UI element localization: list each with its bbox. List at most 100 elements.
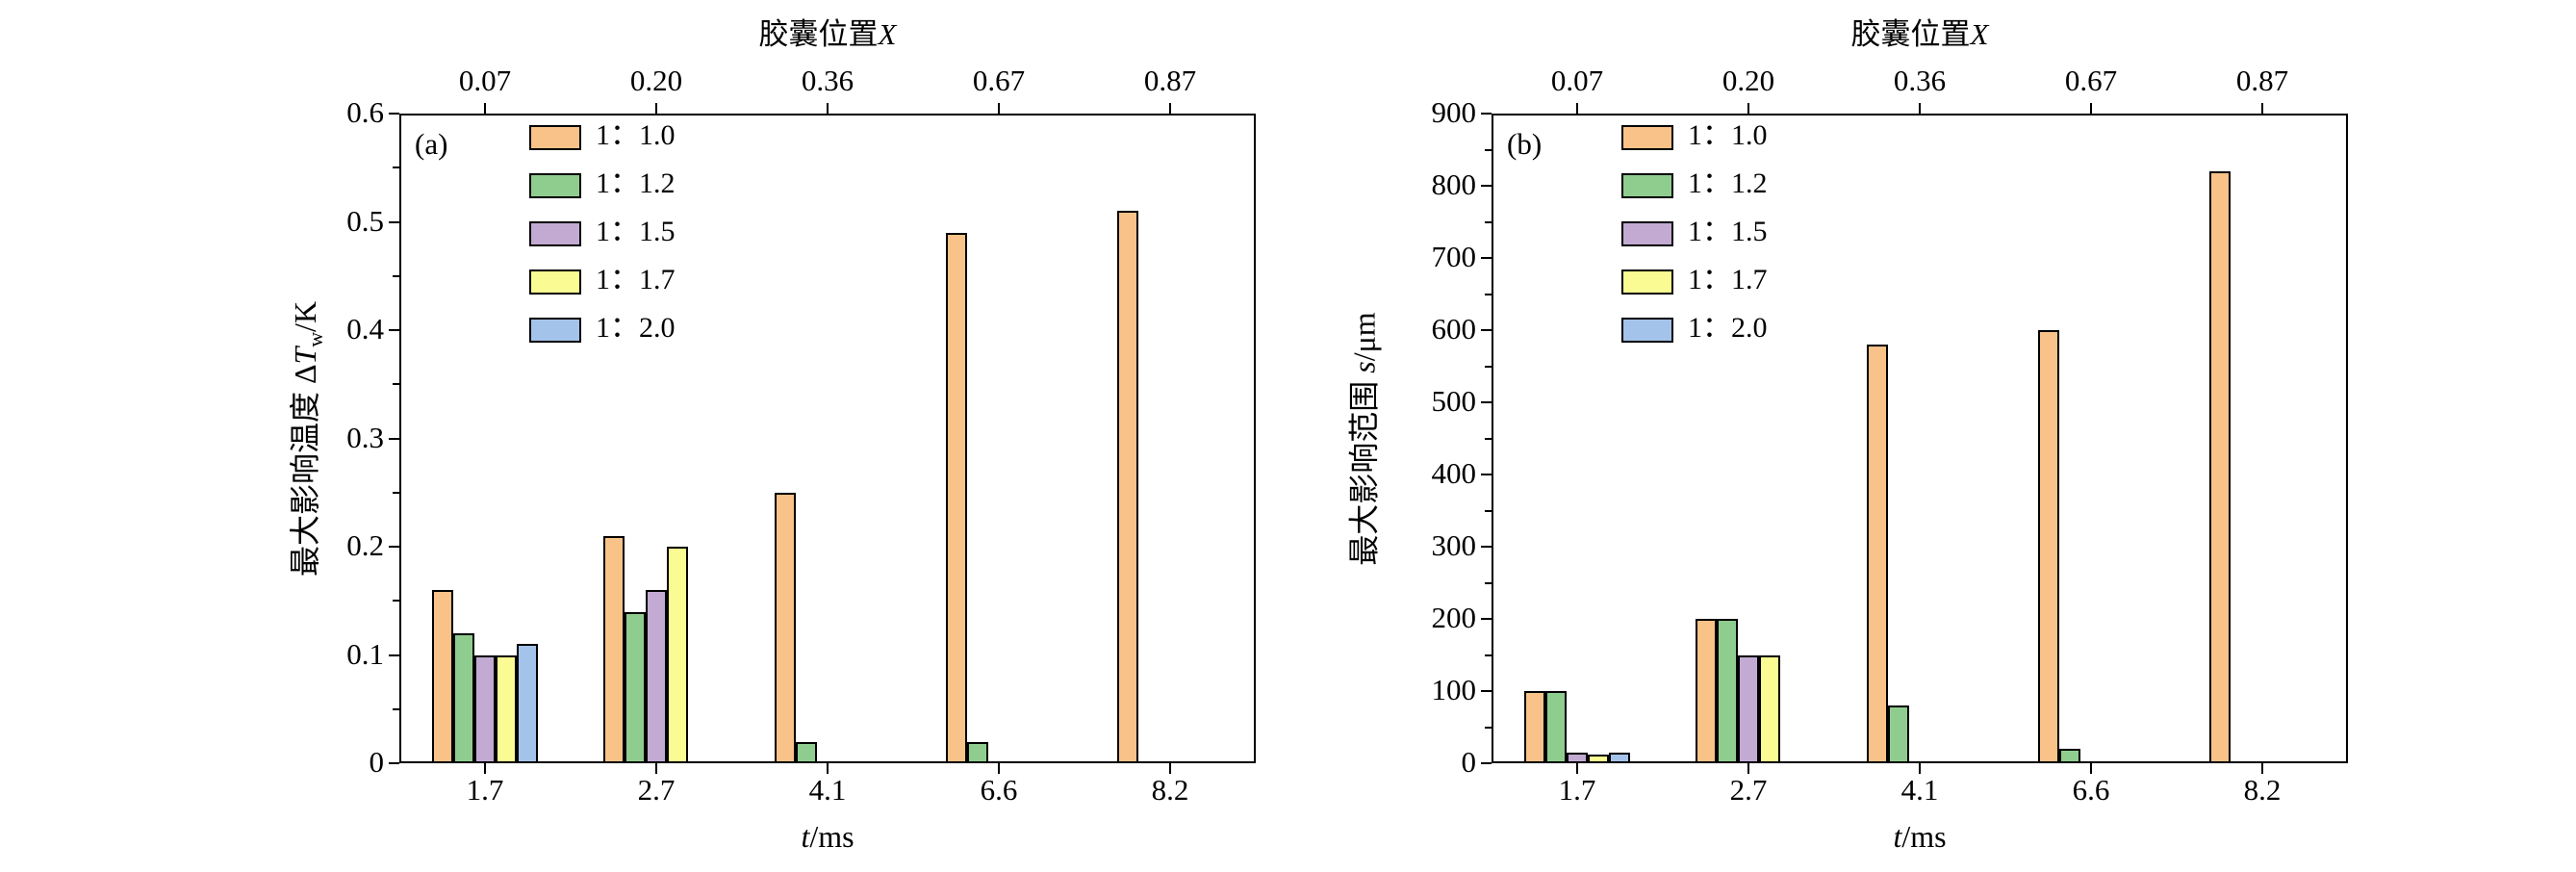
x-axis-tick-label: 6.6 xyxy=(980,773,1018,807)
x-axis-tick-label: 6.6 xyxy=(2072,773,2110,807)
x-axis-major-tick xyxy=(1747,763,1749,774)
x-axis-tick-label: 2.7 xyxy=(1729,773,1768,807)
y-axis-minor-tick xyxy=(1485,437,1492,440)
legend-swatch xyxy=(529,318,581,343)
legend-swatch xyxy=(1621,173,1673,198)
legend-swatch xyxy=(1621,221,1673,246)
x-axis-tick-label: 8.2 xyxy=(1151,773,1189,807)
legend-label: 1：2.0 xyxy=(1688,312,1768,344)
y-axis-major-tick xyxy=(1481,546,1492,548)
plot-area xyxy=(1492,114,2348,763)
bar xyxy=(1567,752,1588,763)
bar xyxy=(1545,691,1567,763)
bar xyxy=(2209,171,2231,763)
bar xyxy=(432,590,453,763)
y-axis-minor-tick xyxy=(1485,293,1492,295)
x-axis-major-tick xyxy=(1576,763,1578,774)
top-axis-major-tick xyxy=(1747,103,1749,114)
panel-label: (b) xyxy=(1507,127,1543,161)
x-axis-tick-label: 1.7 xyxy=(1558,773,1596,807)
bar xyxy=(1696,619,1717,763)
bar xyxy=(1867,345,1888,763)
y-axis-tick-label: 0.4 xyxy=(346,312,384,346)
y-axis-title: 最大影响范围 s/μm xyxy=(1346,311,1382,566)
y-axis-minor-tick xyxy=(393,167,399,169)
legend-swatch xyxy=(529,173,581,198)
y-axis-tick-label: 0.2 xyxy=(346,528,384,562)
bar xyxy=(1609,752,1630,763)
x-axis-tick-label: 8.2 xyxy=(2243,773,2282,807)
y-axis-major-tick xyxy=(1481,618,1492,620)
y-axis-major-tick xyxy=(1481,329,1492,331)
y-axis-major-tick xyxy=(389,113,399,115)
y-axis-tick-label: 0.6 xyxy=(346,95,384,129)
plot-area xyxy=(399,114,1256,763)
y-axis-major-tick xyxy=(1481,185,1492,187)
bar xyxy=(796,741,817,763)
bar xyxy=(1888,705,1909,763)
bar xyxy=(1524,691,1545,763)
legend-label: 1：1.7 xyxy=(1688,264,1768,295)
x-axis-major-tick xyxy=(655,763,657,774)
legend-swatch xyxy=(529,125,581,150)
y-axis-major-tick xyxy=(1481,762,1492,764)
y-axis-minor-tick xyxy=(393,491,399,494)
x-axis-title: t/ms xyxy=(801,819,854,854)
legend-label: 1：1.2 xyxy=(596,167,676,199)
y-axis-tick-label: 200 xyxy=(1431,601,1477,634)
y-axis-major-tick xyxy=(389,654,399,656)
legend-label: 1：1.0 xyxy=(1688,119,1768,151)
y-axis-major-tick xyxy=(389,329,399,331)
bar xyxy=(496,654,517,763)
y-axis-minor-tick xyxy=(393,707,399,710)
y-axis-minor-tick xyxy=(1485,654,1492,656)
y-axis-minor-tick xyxy=(1485,148,1492,151)
y-axis-tick-label: 100 xyxy=(1431,673,1477,706)
bar xyxy=(667,547,688,763)
top-axis-tick-label: 0.20 xyxy=(629,64,683,97)
top-axis-major-tick xyxy=(998,103,1000,114)
legend-label: 1：1.5 xyxy=(1688,216,1768,247)
top-axis-major-tick xyxy=(827,103,829,114)
y-axis-minor-tick xyxy=(1485,509,1492,512)
y-axis-major-tick xyxy=(389,437,399,440)
y-axis-minor-tick xyxy=(393,274,399,277)
legend-swatch xyxy=(529,221,581,246)
y-axis-tick-label: 300 xyxy=(1431,528,1477,562)
bar xyxy=(1717,619,1738,763)
y-axis-major-tick xyxy=(389,546,399,548)
top-axis-tick-label: 0.87 xyxy=(2235,64,2289,97)
top-axis-major-tick xyxy=(1576,103,1578,114)
top-axis-tick-label: 0.20 xyxy=(1722,64,1775,97)
bar xyxy=(603,535,625,763)
x-axis-tick-label: 4.1 xyxy=(808,773,847,807)
x-axis-major-tick xyxy=(1919,763,1921,774)
top-axis-tick-label: 0.67 xyxy=(972,64,1026,97)
y-axis-minor-tick xyxy=(1485,220,1492,223)
y-axis-major-tick xyxy=(1481,113,1492,115)
x-axis-tick-label: 4.1 xyxy=(1900,773,1939,807)
bar xyxy=(1759,654,1780,763)
y-axis-major-tick xyxy=(389,762,399,764)
y-axis-minor-tick xyxy=(393,383,399,386)
y-axis-major-tick xyxy=(389,220,399,223)
x-axis-tick-label: 2.7 xyxy=(637,773,676,807)
bar xyxy=(946,232,967,763)
legend-label: 1：1.0 xyxy=(596,119,676,151)
y-axis-major-tick xyxy=(1481,690,1492,692)
bar xyxy=(2038,330,2059,763)
bar xyxy=(646,590,667,763)
legend-label: 1：1.5 xyxy=(596,216,676,247)
top-axis-tick-label: 0.67 xyxy=(2064,64,2118,97)
bar xyxy=(625,611,646,763)
x-axis-major-tick xyxy=(484,763,486,774)
top-axis-tick-label: 0.36 xyxy=(801,64,854,97)
y-axis-tick-label: 800 xyxy=(1431,167,1477,201)
y-axis-major-tick xyxy=(1481,401,1492,403)
panel-label: (a) xyxy=(415,127,448,161)
y-axis-tick-label: 0.3 xyxy=(346,420,384,454)
y-axis-tick-label: 0.1 xyxy=(346,636,384,671)
